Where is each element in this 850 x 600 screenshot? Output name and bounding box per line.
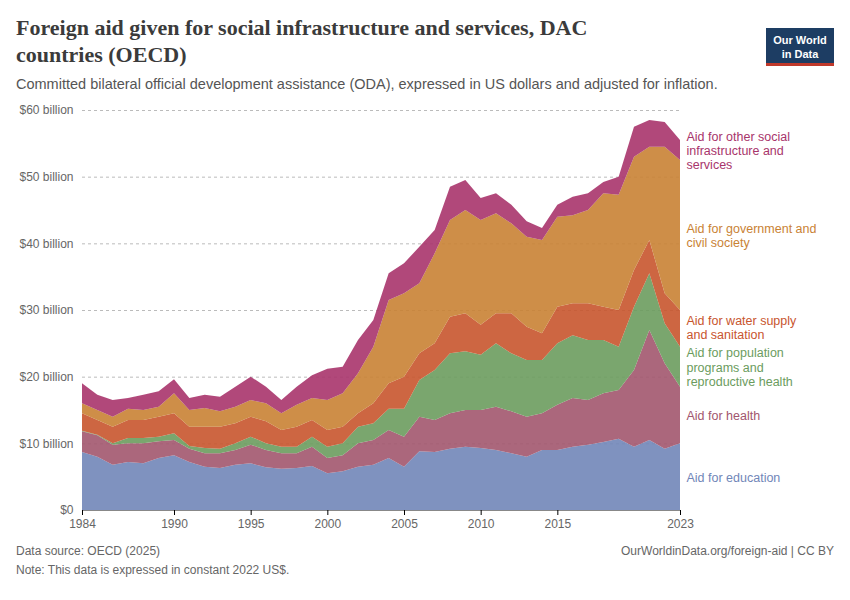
svg-text:$60 billion: $60 billion xyxy=(19,103,73,117)
svg-text:Aid for populationprograms and: Aid for populationprograms andreproducti… xyxy=(687,346,793,389)
html-text:Our World in Data: Our World in Data xyxy=(773,34,827,60)
html-text:OurWorldinData.org/foreign-aid: OurWorldinData.org/foreign-aid | CC BY xyxy=(621,544,834,558)
html-text:Committed bilateral official d: Committed bilateral official development… xyxy=(16,76,718,92)
svg-text:Aid for health: Aid for health xyxy=(687,409,761,423)
svg-text:Aid for water supplyand sanita: Aid for water supplyand sanitation xyxy=(687,314,798,342)
html-text:Foreign aid given for social i: Foreign aid given for social infrastruct… xyxy=(16,15,588,67)
svg-text:Aid for other socialinfrastruc: Aid for other socialinfrastructure andse… xyxy=(687,130,791,173)
svg-text:2015: 2015 xyxy=(544,517,571,531)
svg-text:2010: 2010 xyxy=(468,517,495,531)
svg-text:2023: 2023 xyxy=(667,517,694,531)
svg-text:$20 billion: $20 billion xyxy=(19,370,73,384)
html-text:Data source: OECD (2025): Data source: OECD (2025) xyxy=(16,544,161,558)
svg-text:2005: 2005 xyxy=(391,517,418,531)
html-text:Note: This data is expressed i: Note: This data is expressed in constant… xyxy=(16,563,290,577)
svg-text:1990: 1990 xyxy=(161,517,188,531)
svg-text:$10 billion: $10 billion xyxy=(19,437,73,451)
svg-text:Aid for education: Aid for education xyxy=(687,471,781,485)
svg-text:1984: 1984 xyxy=(69,517,96,531)
svg-text:Aid for government andcivil so: Aid for government andcivil society xyxy=(687,222,817,250)
svg-text:2000: 2000 xyxy=(314,517,341,531)
svg-text:$30 billion: $30 billion xyxy=(19,303,73,317)
svg-text:1995: 1995 xyxy=(238,517,265,531)
svg-text:$50 billion: $50 billion xyxy=(19,170,73,184)
svg-text:$40 billion: $40 billion xyxy=(19,237,73,251)
svg-text:$0: $0 xyxy=(60,503,74,517)
